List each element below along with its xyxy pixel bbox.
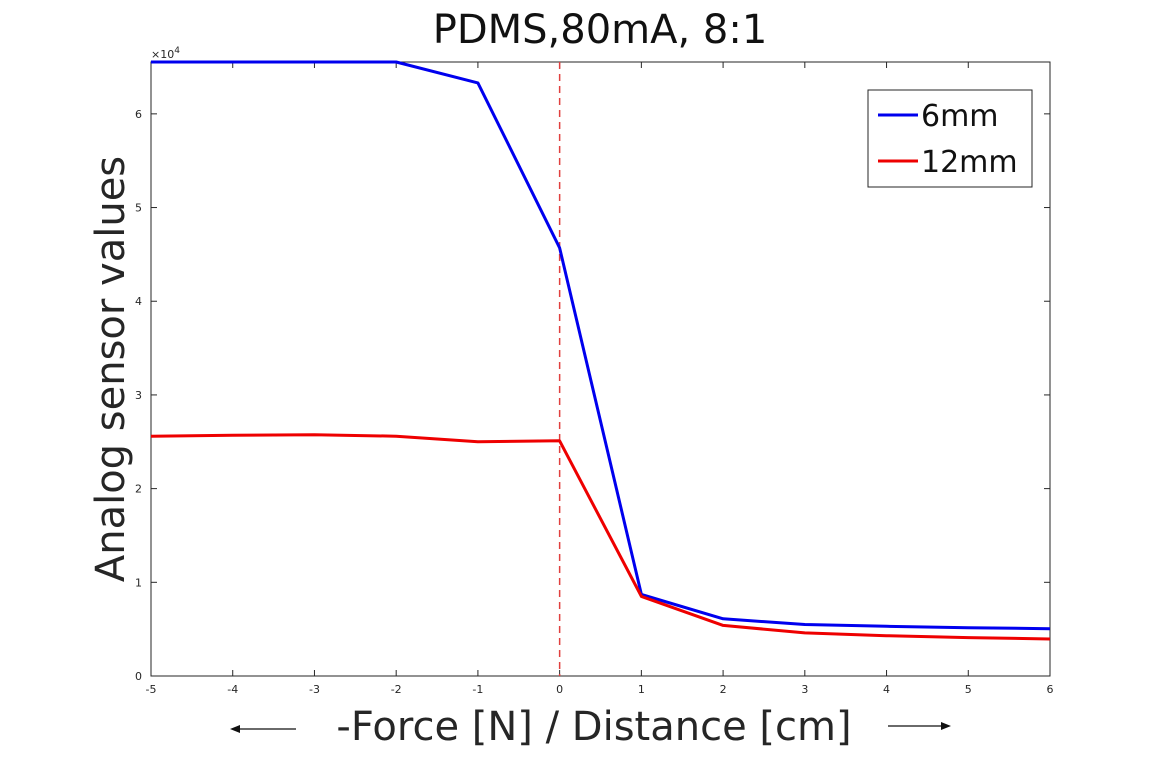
x-tick-label: -4 [227, 683, 238, 696]
axis-tick-labels: -5 -4 -3 -2 -1 0 1 2 3 4 5 6 0 1 2 3 4 5 6 [135, 108, 1054, 696]
x-tick-label: 3 [801, 683, 808, 696]
x-axis-label: -Force [N] / Distance [cm] [336, 704, 851, 750]
series-line-6mm [151, 60, 1051, 631]
x-tick-label: 6 [1047, 683, 1054, 696]
right-arrow-icon [888, 722, 951, 730]
y-axis-multiplier-exponent: 4 [174, 46, 180, 56]
y-tick-label: 1 [135, 576, 142, 589]
x-tick-label: -3 [309, 683, 320, 696]
y-tick-label: 6 [135, 108, 142, 121]
y-axis-label: Analog sensor values [88, 156, 134, 582]
x-tick-label: 4 [883, 683, 890, 696]
axis-ticks [150, 62, 1051, 677]
y-tick-label: 3 [135, 389, 142, 402]
y-tick-label: 2 [135, 483, 142, 496]
legend: 6mm 12mm [867, 89, 1033, 188]
legend-label-6mm: 6mm [921, 99, 999, 134]
y-axis-multiplier: ×104 [151, 46, 180, 61]
x-tick-label: -5 [146, 683, 157, 696]
x-tick-label: 2 [720, 683, 727, 696]
x-tick-label: -2 [391, 683, 402, 696]
y-tick-label: 0 [135, 670, 142, 683]
chart-title: PDMS,80mA, 8:1 [433, 7, 768, 53]
series-line-12mm [150, 433, 1051, 641]
series-group [150, 60, 1051, 641]
left-arrow-icon [230, 725, 296, 733]
y-tick-label: 5 [135, 202, 142, 215]
x-tick-label: 5 [965, 683, 972, 696]
y-tick-label: 4 [135, 295, 142, 308]
legend-label-12mm: 12mm [921, 145, 1018, 180]
x-tick-label: 1 [638, 683, 645, 696]
x-tick-label: -1 [472, 683, 483, 696]
legend-box [867, 89, 1033, 188]
x-tick-label: 0 [556, 683, 563, 696]
